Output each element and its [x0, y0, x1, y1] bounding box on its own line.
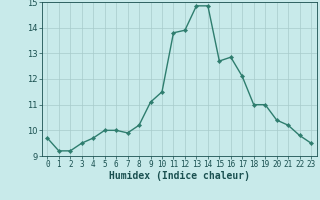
X-axis label: Humidex (Indice chaleur): Humidex (Indice chaleur)	[109, 171, 250, 181]
